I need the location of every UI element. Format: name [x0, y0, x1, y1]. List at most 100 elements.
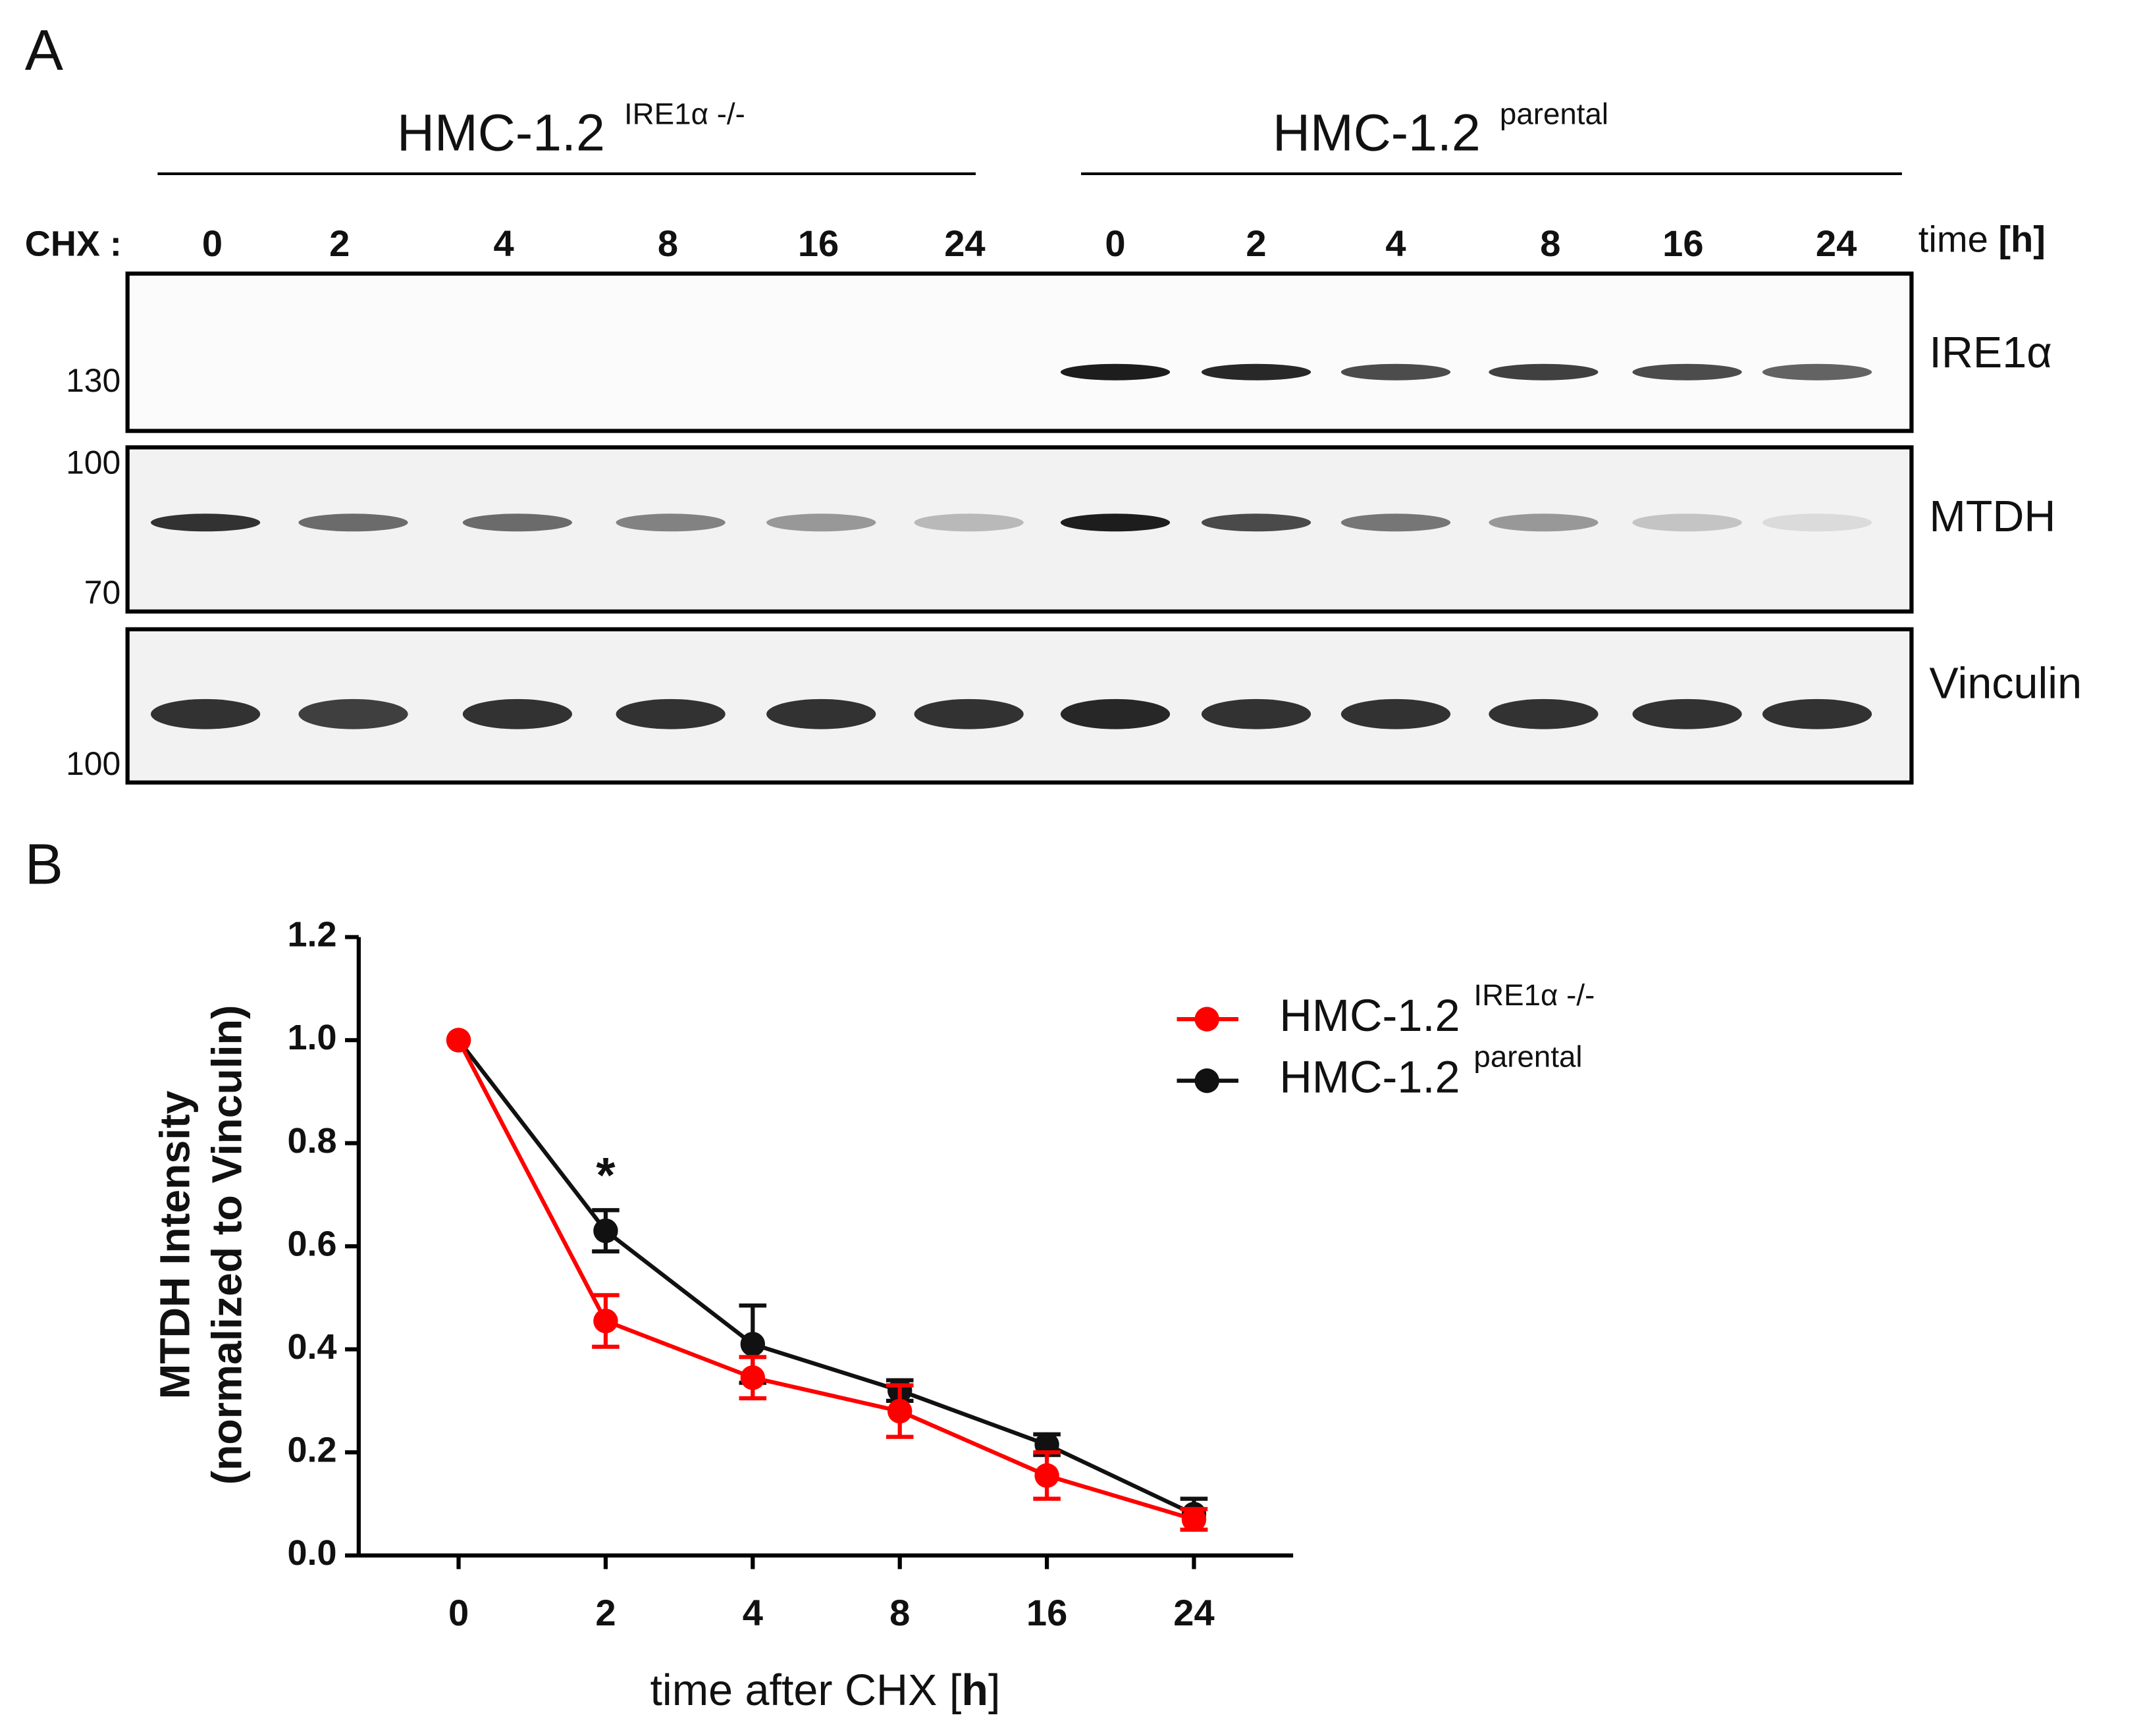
blot-band — [1762, 513, 1872, 532]
y-axis-label: (normalized to Vinculin) — [203, 1005, 251, 1485]
blot-band — [1060, 513, 1171, 532]
lane-time: 0 — [202, 223, 223, 264]
blot-band — [1340, 698, 1451, 729]
group-superscript: IRE1α -/- — [624, 97, 745, 131]
y-tick-label: 0.0 — [288, 1533, 337, 1573]
group-name: HMC-1.2 — [397, 104, 605, 162]
series-line — [457, 1039, 1195, 1516]
blot-band — [150, 698, 261, 729]
x-tick-label: 8 — [889, 1592, 910, 1633]
blot-band — [1632, 513, 1742, 532]
time-label: time — [1918, 219, 1999, 260]
blot-band — [298, 513, 408, 532]
marker-label: 130 — [66, 362, 120, 399]
blot-band — [1762, 363, 1872, 381]
y-tick-label: 0.6 — [288, 1224, 337, 1263]
blot-band — [1060, 363, 1171, 381]
x-tick-label: 0 — [448, 1592, 469, 1633]
annotation: * — [596, 1147, 616, 1203]
panel-label: B — [25, 833, 63, 897]
time-label: ] — [2033, 219, 2046, 260]
blot-band — [914, 513, 1024, 532]
y-tick-label: 1.0 — [288, 1018, 337, 1057]
blot-box — [125, 627, 1914, 785]
data-point — [740, 1365, 766, 1390]
blot-box — [125, 445, 1914, 614]
y-tick-label: 0.8 — [288, 1121, 337, 1161]
legend-superscript: IRE1α -/- — [1473, 978, 1595, 1012]
blot-band — [1489, 513, 1599, 532]
data-point — [446, 1028, 471, 1053]
blot-band — [1201, 698, 1311, 729]
x-axis-label: time after CHX — [650, 1666, 949, 1715]
x-tick-label: 2 — [595, 1592, 616, 1633]
blot-band — [1340, 363, 1451, 381]
blot-band — [1762, 698, 1872, 729]
protein-label: Vinculin — [1929, 660, 2082, 708]
blot-band — [914, 698, 1024, 729]
blot-band — [1632, 363, 1742, 381]
x-tick-label: 24 — [1173, 1592, 1214, 1633]
marker-label: 100 — [66, 745, 120, 782]
x-axis-label: ] — [988, 1666, 1000, 1715]
lane-time: 24 — [1816, 223, 1857, 264]
legend-marker — [1194, 1068, 1219, 1093]
x-axis-label: [ — [949, 1666, 961, 1715]
y-tick-label: 1.2 — [288, 915, 337, 955]
x-axis-label: h — [961, 1666, 988, 1715]
protein-label: MTDH — [1929, 492, 2055, 541]
marker-label: 100 — [66, 444, 120, 481]
blot-band — [766, 698, 876, 729]
lane-time: 4 — [1385, 223, 1406, 264]
lane-time: 16 — [798, 223, 839, 264]
lane-time: 8 — [658, 223, 678, 264]
time-label: [ — [1998, 219, 2011, 260]
lane-time: 24 — [944, 223, 985, 264]
blot-box — [125, 271, 1914, 433]
blot-band — [1489, 698, 1599, 729]
lane-time: 2 — [1246, 223, 1266, 264]
protein-label: IRE1α — [1929, 329, 2051, 377]
time-label: h — [2011, 219, 2033, 260]
data-point — [593, 1308, 618, 1334]
x-tick-label: 4 — [743, 1592, 763, 1633]
y-tick-label: 0.2 — [288, 1430, 337, 1469]
treatment-label: CHX : — [25, 224, 122, 263]
blot-band — [1489, 363, 1599, 381]
lane-time: 0 — [1105, 223, 1125, 264]
data-point — [887, 1398, 913, 1424]
series-line — [456, 1039, 1195, 1521]
marker-label: 70 — [84, 574, 120, 611]
blot-band — [1201, 513, 1311, 532]
blot-band — [150, 513, 261, 532]
lane-time: 8 — [1540, 223, 1560, 264]
lane-time: 4 — [494, 223, 514, 264]
data-point — [1034, 1463, 1059, 1488]
panel-label: A — [25, 18, 64, 82]
lane-time: 16 — [1662, 223, 1703, 264]
blot-band — [1060, 698, 1171, 729]
blot-band — [298, 698, 408, 729]
blot-band — [1632, 698, 1742, 729]
blot-band — [1201, 363, 1311, 381]
blot-band — [462, 698, 573, 729]
legend-label: HMC-1.2 — [1279, 1052, 1460, 1103]
data-point — [593, 1218, 618, 1244]
legend-marker — [1194, 1007, 1219, 1032]
blot-band — [616, 698, 726, 729]
blot-band — [1340, 513, 1451, 532]
data-point — [1181, 1507, 1207, 1532]
group-superscript: parental — [1500, 97, 1608, 131]
legend-superscript: parental — [1473, 1039, 1582, 1073]
blot-band — [766, 513, 876, 532]
data-point — [740, 1332, 766, 1357]
y-tick-label: 0.4 — [288, 1327, 337, 1367]
lane-time: 2 — [329, 223, 350, 264]
blot-band — [462, 513, 573, 532]
x-tick-label: 16 — [1026, 1592, 1067, 1633]
blot-band — [616, 513, 726, 532]
y-axis-label: MTDH Intensity — [151, 1090, 199, 1399]
legend-label: HMC-1.2 — [1279, 990, 1460, 1041]
